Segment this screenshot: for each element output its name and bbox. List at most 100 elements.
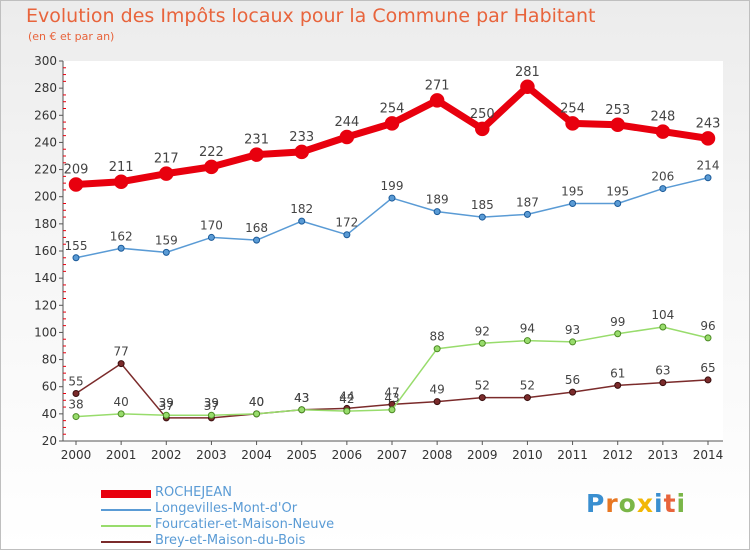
data-label: 195 [561,185,584,199]
legend-label: Fourcatier-et-Maison-Neuve [155,517,335,532]
y-tick-label: 260 [34,108,57,122]
data-label: 248 [650,110,675,125]
data-label: 61 [610,366,625,380]
x-tick-label: 2009 [467,448,498,462]
logo-letter: x [636,489,654,518]
data-point [162,411,170,419]
data-label: 93 [565,323,580,337]
data-label: 39 [159,396,174,410]
x-tick-label: 2002 [151,448,182,462]
x-tick-label: 2005 [286,448,317,462]
y-tick-label: 140 [34,271,57,285]
data-point [207,233,215,241]
data-point [614,381,622,389]
data-label: 99 [610,315,625,329]
data-label: 170 [200,218,223,232]
x-tick-label: 2003 [196,448,227,462]
y-tick-label: 280 [34,81,57,95]
data-point [478,213,486,221]
data-point [298,406,306,414]
data-point [700,131,716,146]
data-point [433,398,441,406]
data-label: 253 [605,103,630,118]
data-label: 47 [384,385,399,399]
data-label: 271 [425,78,450,93]
x-tick-label: 2000 [61,448,92,462]
data-point [253,410,261,418]
data-label: 92 [475,324,490,338]
x-tick-label: 2014 [693,448,724,462]
data-point [520,79,535,95]
data-point [478,394,486,402]
x-tick-label: 2011 [557,448,588,462]
data-label: 199 [381,179,404,193]
data-point [117,360,125,368]
data-point [388,406,396,414]
y-tick-label: 240 [34,135,57,149]
y-tick-label: 100 [34,325,57,339]
y-tick-label: 180 [34,217,57,231]
data-point [433,208,441,216]
legend-label: Brey-et-Maison-du-Bois [155,533,306,548]
data-label: 40 [249,395,264,409]
legend-label: Longevilles-Mont-d'Or [155,501,298,516]
data-point [249,147,264,162]
data-label: 172 [335,216,358,230]
data-point [523,337,531,345]
legend-swatch [101,541,151,543]
y-tick-label: 20 [42,434,57,448]
data-point [569,388,577,396]
legend-swatch [101,490,151,498]
data-label: 63 [655,364,670,378]
x-tick-label: 2007 [377,448,408,462]
x-tick-label: 2008 [422,448,453,462]
y-tick-label: 80 [42,353,57,367]
proxiti-logo: Proxiti [586,489,686,518]
data-label: 217 [154,152,179,167]
data-point [704,376,712,384]
legend-swatch [101,509,151,511]
data-label: 42 [339,392,354,406]
data-label: 96 [700,319,715,333]
data-label: 104 [651,308,674,322]
logo-letter: o [618,489,637,518]
data-point [614,330,622,338]
x-tick-label: 2001 [106,448,137,462]
data-point [659,323,667,331]
logo-letter: P [586,489,606,518]
data-point [565,116,580,131]
y-tick-label: 220 [34,163,57,177]
data-label: 195 [606,185,629,199]
data-point [204,159,219,175]
data-point [614,200,622,207]
data-label: 254 [560,101,585,116]
data-label: 162 [110,229,133,243]
data-point [113,174,129,190]
logo-letter: t [663,489,677,518]
data-point [704,174,712,182]
data-label: 43 [294,391,309,405]
data-label: 44 [339,389,354,403]
y-tick-label: 200 [34,190,57,204]
data-label: 254 [380,101,405,116]
data-label: 94 [520,322,535,336]
data-label: 214 [697,159,720,173]
x-tick-label: 2012 [602,448,633,462]
data-point [72,390,80,397]
data-label: 65 [700,361,715,375]
data-point [655,124,671,139]
data-point [704,334,712,342]
data-label: 250 [470,107,495,122]
data-point [523,394,531,402]
data-label: 37 [204,399,219,413]
x-tick-label: 2006 [332,448,363,462]
data-point [294,144,309,160]
x-tick-label: 2013 [648,448,679,462]
data-point [388,194,396,202]
data-label: 159 [155,233,178,247]
data-point [384,116,400,131]
data-label: 231 [244,133,269,148]
data-point [298,217,306,225]
y-tick-label: 120 [34,298,57,312]
